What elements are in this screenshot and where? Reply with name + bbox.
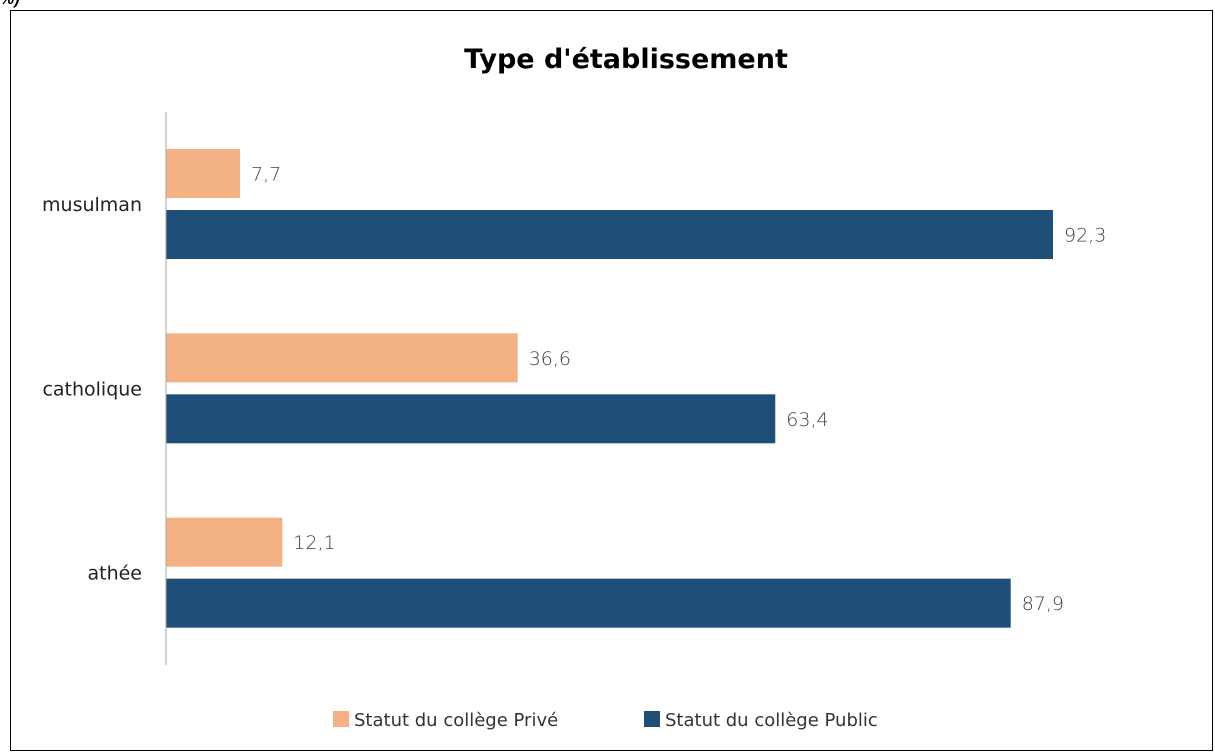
data-label-public-1: 63,4 [786,409,828,431]
legend-label-prive: Statut du collège Privé [354,710,558,731]
legend-swatch-prive [333,711,349,727]
bar-public-0 [166,210,1054,259]
data-label-public-0: 92,3 [1064,225,1106,247]
category-label-1: catholique [42,378,142,400]
bar-public-2 [166,578,1011,628]
data-label-prive-0: 7,7 [251,164,281,186]
legend: Statut du collège Privé Statut du collège… [333,710,878,731]
data-label-prive-1: 36,6 [529,348,571,370]
category-label-0: musulman [42,194,142,216]
category-label-2: athée [87,563,142,585]
chart-title: Type d'établissement [464,44,788,75]
bar-prive-1 [166,333,518,383]
data-label-public-2: 87,9 [1022,593,1064,615]
bar-prive-0 [166,149,240,198]
bar-public-1 [166,394,776,444]
plot-area: 7,7 92,3 musulman 36,6 63,4 catholique 12,1 87,… [42,112,1106,665]
legend-label-public: Statut du collège Public [665,710,878,731]
bar-prive-2 [166,517,283,567]
corner-text-fragment: %) [0,0,20,8]
data-label-prive-2: 12,1 [293,532,335,554]
legend-swatch-public [644,711,660,727]
